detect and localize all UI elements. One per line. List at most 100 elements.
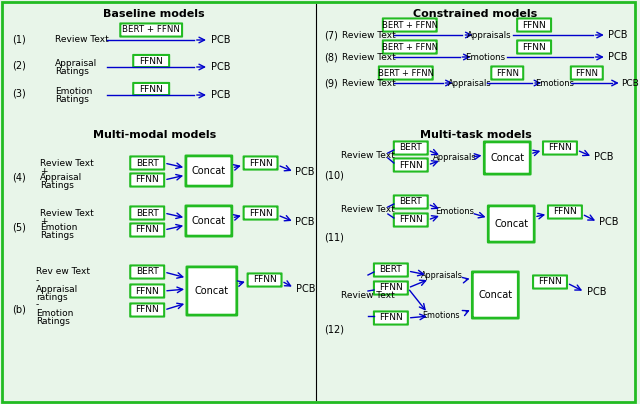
FancyBboxPatch shape: [517, 19, 551, 32]
FancyBboxPatch shape: [248, 274, 282, 286]
Text: Review Text: Review Text: [40, 158, 93, 168]
Text: Appraisals: Appraisals: [433, 154, 476, 162]
Text: (5): (5): [12, 223, 26, 233]
FancyBboxPatch shape: [120, 23, 182, 36]
Text: BERT: BERT: [399, 198, 422, 206]
Text: Review Text: Review Text: [40, 208, 93, 217]
Text: BERT: BERT: [136, 158, 159, 168]
Text: PCB: PCB: [608, 30, 627, 40]
Text: Ratings: Ratings: [36, 316, 70, 326]
Text: Review Text: Review Text: [341, 206, 395, 215]
FancyBboxPatch shape: [131, 223, 164, 237]
Text: PCB: PCB: [608, 52, 627, 62]
Text: (1): (1): [12, 35, 26, 45]
Text: (3): (3): [12, 88, 26, 98]
Text: Ratings: Ratings: [40, 231, 74, 240]
Text: PCB: PCB: [587, 287, 607, 297]
Text: BERT: BERT: [136, 208, 159, 217]
Text: FFNN: FFNN: [379, 314, 403, 322]
FancyBboxPatch shape: [383, 19, 436, 32]
Text: FFNN: FFNN: [249, 208, 273, 217]
Text: FFNN: FFNN: [135, 175, 159, 185]
Text: FFNN: FFNN: [379, 284, 403, 292]
Text: ratings: ratings: [36, 292, 67, 301]
Text: Appraisals: Appraisals: [467, 30, 511, 40]
Text: FFNN: FFNN: [399, 215, 422, 225]
Text: FFNN: FFNN: [575, 69, 598, 78]
FancyBboxPatch shape: [492, 66, 524, 80]
FancyBboxPatch shape: [394, 158, 428, 172]
Text: PCB: PCB: [211, 90, 230, 100]
FancyBboxPatch shape: [488, 206, 534, 242]
Text: FFNN: FFNN: [538, 278, 562, 286]
Text: Review Text: Review Text: [342, 53, 396, 61]
Text: FFNN: FFNN: [548, 143, 572, 152]
FancyBboxPatch shape: [548, 206, 582, 219]
Text: Multi-task models: Multi-task models: [420, 130, 531, 140]
Text: (8): (8): [324, 52, 338, 62]
FancyBboxPatch shape: [131, 284, 164, 298]
Text: FFNN: FFNN: [135, 225, 159, 234]
FancyBboxPatch shape: [133, 83, 169, 95]
FancyBboxPatch shape: [394, 196, 428, 208]
FancyBboxPatch shape: [374, 282, 408, 295]
Text: Emotion: Emotion: [36, 309, 73, 318]
Text: Emotions: Emotions: [422, 311, 460, 320]
Text: Review Text: Review Text: [54, 36, 108, 44]
Text: Appraisal: Appraisal: [54, 59, 97, 67]
Text: Review Text: Review Text: [342, 78, 396, 88]
FancyBboxPatch shape: [133, 55, 169, 67]
Text: Ratings: Ratings: [40, 181, 74, 191]
Text: Ratings: Ratings: [54, 95, 88, 103]
Text: Emotion: Emotion: [54, 86, 92, 95]
FancyBboxPatch shape: [131, 206, 164, 219]
Text: FFNN: FFNN: [140, 57, 163, 65]
FancyBboxPatch shape: [533, 276, 567, 288]
Text: FFNN: FFNN: [253, 276, 276, 284]
Text: Review Text: Review Text: [341, 290, 395, 299]
Text: FFNN: FFNN: [496, 69, 519, 78]
Text: Multi-modal models: Multi-modal models: [93, 130, 216, 140]
Text: PCB: PCB: [211, 35, 230, 45]
Text: BERT + FFNN: BERT + FFNN: [122, 25, 180, 34]
FancyBboxPatch shape: [383, 40, 436, 54]
FancyBboxPatch shape: [131, 265, 164, 278]
Text: Appraisal: Appraisal: [40, 173, 82, 183]
Text: (9): (9): [324, 78, 338, 88]
FancyBboxPatch shape: [244, 206, 278, 219]
FancyBboxPatch shape: [374, 311, 408, 324]
Text: PCB: PCB: [211, 62, 230, 72]
Text: FFNN: FFNN: [249, 158, 273, 168]
Text: Emotions: Emotions: [536, 78, 575, 88]
Text: BERT: BERT: [399, 143, 422, 152]
FancyBboxPatch shape: [517, 40, 551, 54]
Text: -: -: [36, 301, 39, 309]
Text: Concat: Concat: [478, 290, 513, 300]
Text: FFNN: FFNN: [553, 208, 577, 217]
FancyBboxPatch shape: [186, 156, 232, 186]
Text: BERT + FFNN: BERT + FFNN: [378, 69, 434, 78]
FancyBboxPatch shape: [131, 303, 164, 317]
Text: (2): (2): [12, 60, 26, 70]
Text: PCB: PCB: [296, 284, 315, 294]
Text: +: +: [40, 217, 47, 225]
Text: Review Text: Review Text: [341, 151, 395, 160]
Text: Emotions: Emotions: [435, 208, 474, 217]
FancyBboxPatch shape: [244, 156, 278, 170]
FancyBboxPatch shape: [394, 213, 428, 227]
Text: BERT + FFNN: BERT + FFNN: [382, 42, 438, 51]
Text: Emotion: Emotion: [40, 223, 77, 232]
Text: Review Text: Review Text: [342, 30, 396, 40]
Text: BERT + FFNN: BERT + FFNN: [382, 21, 438, 29]
FancyBboxPatch shape: [394, 141, 428, 155]
FancyBboxPatch shape: [131, 173, 164, 187]
FancyBboxPatch shape: [484, 142, 530, 174]
Text: FFNN: FFNN: [135, 305, 159, 314]
Text: FFNN: FFNN: [135, 286, 159, 295]
FancyBboxPatch shape: [131, 156, 164, 170]
Text: (11): (11): [324, 233, 344, 243]
Text: PCB: PCB: [599, 217, 618, 227]
Text: FFNN: FFNN: [399, 160, 422, 170]
Text: (7): (7): [324, 30, 338, 40]
Text: Emotions: Emotions: [465, 53, 506, 61]
